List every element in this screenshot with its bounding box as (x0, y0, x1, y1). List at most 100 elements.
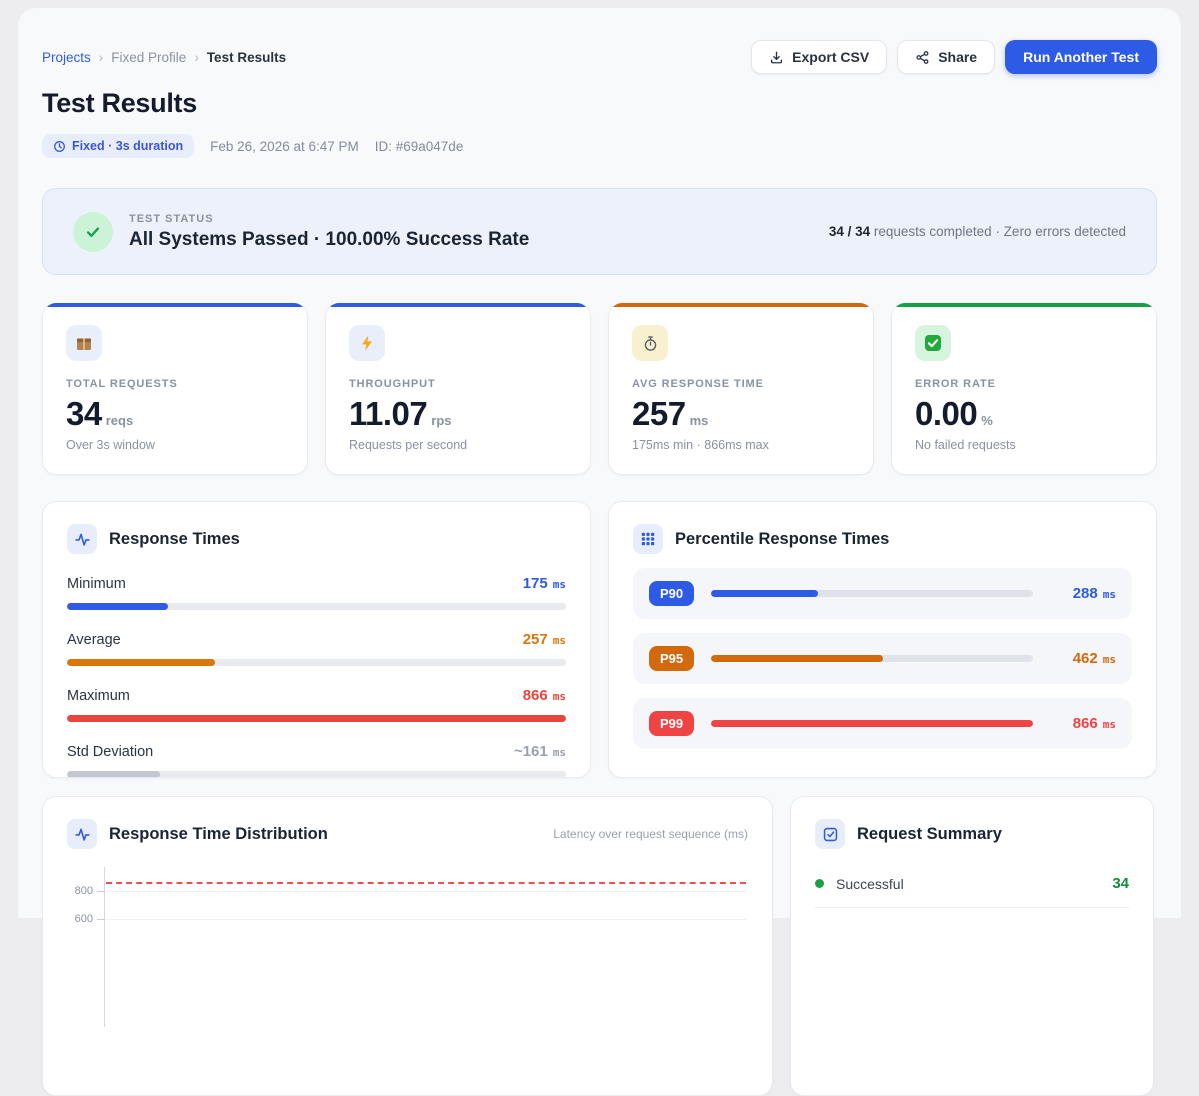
export-csv-button[interactable]: Export CSV (751, 40, 888, 74)
response-row-average: Average 257 ms (67, 631, 566, 666)
metric-card-error-rate: ERROR RATE 0.00 % No failed requests (891, 303, 1157, 475)
duration-badge-label: Fixed · 3s duration (72, 139, 184, 153)
duration-badge: Fixed · 3s duration (42, 134, 195, 158)
test-date: Feb 26, 2026 at 6:47 PM (210, 138, 359, 154)
toolbar-actions: Export CSV Share Run Another Test (751, 40, 1157, 74)
status-label: TEST STATUS (129, 212, 214, 225)
status-banner: TEST STATUS All Systems Passed · 100.00%… (42, 188, 1157, 275)
breadcrumb-projects[interactable]: Projects (42, 49, 91, 65)
topbar: Projects › Fixed Profile › Test Results … (42, 8, 1157, 74)
status-text: TEST STATUS All Systems Passed · 100.00%… (129, 213, 529, 251)
row-unit: ms (552, 578, 566, 591)
row-label: Maximum (67, 688, 130, 704)
tick-600 (97, 919, 104, 920)
metric-unit: reqs (105, 413, 134, 428)
row-value: 257 (522, 631, 548, 648)
row-unit: ms (552, 690, 566, 703)
breadcrumb-separator: › (194, 49, 199, 65)
panel-title: Percentile Response Times (675, 529, 890, 548)
clock-icon (53, 140, 66, 153)
test-id: ID: #69a047de (374, 138, 464, 154)
breadcrumb: Projects › Fixed Profile › Test Results (42, 50, 286, 65)
tick-800 (97, 891, 104, 892)
p90-badge: P90 (649, 581, 695, 606)
run-another-test-button[interactable]: Run Another Test (1005, 40, 1157, 74)
download-icon (769, 50, 784, 65)
metric-subtext: 175ms min · 866ms max (632, 438, 769, 452)
activity-icon (67, 524, 97, 554)
panel-title: Request Summary (857, 824, 1002, 843)
stopwatch-icon (632, 325, 668, 361)
checkbox-icon (815, 819, 845, 849)
metric-subtext: Requests per second (349, 438, 468, 452)
response-row-maximum: Maximum 866 ms (67, 687, 566, 722)
percentile-row-p90: P90 288 ms (633, 568, 1132, 619)
row-label: Successful (836, 875, 904, 892)
row-unit: ms (1102, 718, 1116, 731)
progress-bar (67, 771, 566, 777)
breadcrumb-separator: › (98, 49, 104, 65)
gridline-800 (105, 891, 746, 892)
status-count-rest: requests completed · Zero errors detecte… (870, 224, 1126, 239)
share-button[interactable]: Share (897, 40, 996, 74)
row-value: 34 (1112, 875, 1129, 892)
metric-card-total-requests: TOTAL REQUESTS 34 reqs Over 3s window (42, 303, 308, 475)
request-summary-panel: Request Summary Successful 34 (790, 796, 1154, 1096)
percentile-row-p99: P99 866 ms (633, 698, 1132, 749)
progress-bar (67, 715, 566, 722)
row-value: 866 (1072, 715, 1098, 732)
row-label: Average (67, 632, 121, 648)
y-tick-label: 600 (74, 913, 93, 925)
progress-bar (67, 659, 566, 666)
breadcrumb-fixed-profile[interactable]: Fixed Profile (111, 49, 187, 65)
response-row-minimum: Minimum 175 ms (67, 575, 566, 610)
progress-bar (711, 590, 1033, 597)
response-times-panel: Response Times Minimum 175 ms Average 257… (42, 501, 591, 778)
progress-bar (711, 720, 1033, 727)
p99-badge: P99 (649, 711, 695, 736)
gridline-600 (105, 919, 746, 920)
p95-badge: P95 (649, 646, 695, 671)
status-summary: 34 / 34 requests completed · Zero errors… (829, 224, 1126, 239)
distribution-panel: Response Time Distribution Latency over … (42, 796, 773, 1096)
breadcrumb-test-results: Test Results (206, 49, 287, 65)
success-dot-icon (815, 879, 824, 888)
metric-label: AVG RESPONSE TIME (632, 378, 764, 390)
row-value: 866 (522, 687, 548, 704)
max-latency-dashed-line (106, 882, 746, 884)
panel-title: Response Time Distribution (109, 824, 328, 843)
metric-unit: % (981, 413, 993, 428)
metric-value: 0.00 (915, 395, 978, 432)
metric-unit: ms (689, 413, 709, 428)
chart-caption: Latency over request sequence (ms) (553, 827, 748, 841)
panel-title: Response Times (109, 529, 240, 548)
metric-value: 34 (66, 395, 102, 432)
percentiles-panel: Percentile Response Times P90 288 ms P95 … (608, 501, 1157, 778)
row-unit: ms (552, 634, 566, 647)
metric-value: 257 (632, 395, 686, 432)
metric-label: TOTAL REQUESTS (66, 378, 178, 390)
lightning-icon (349, 325, 385, 361)
row-value: 175 (522, 575, 548, 592)
summary-row-successful: Successful 34 (815, 875, 1129, 892)
row-value: 288 (1072, 585, 1098, 602)
metric-card-throughput: THROUGHPUT 11.07 rps Requests per second (325, 303, 591, 475)
status-headline: All Systems Passed · 100.00% Success Rat… (129, 228, 530, 250)
grid-icon (633, 524, 663, 554)
metric-unit: rps (431, 413, 452, 428)
run-another-test-label: Run Another Test (1023, 49, 1139, 65)
percentile-row-p95: P95 462 ms (633, 633, 1132, 684)
row-label: Std Deviation (67, 744, 154, 760)
package-icon (66, 325, 102, 361)
check-square-icon (915, 325, 951, 361)
row-unit: ms (552, 746, 566, 759)
share-icon (915, 50, 930, 65)
progress-bar (711, 655, 1033, 662)
row-unit: ms (1102, 588, 1116, 601)
metric-subtext: No failed requests (915, 438, 1016, 452)
metric-cards: TOTAL REQUESTS 34 reqs Over 3s window TH… (42, 303, 1157, 475)
latency-chart: 800 600 (67, 867, 748, 1027)
response-row-std-deviation: Std Deviation ~161 ms (67, 743, 566, 777)
y-tick-label: 800 (74, 885, 93, 897)
divider (815, 907, 1129, 908)
